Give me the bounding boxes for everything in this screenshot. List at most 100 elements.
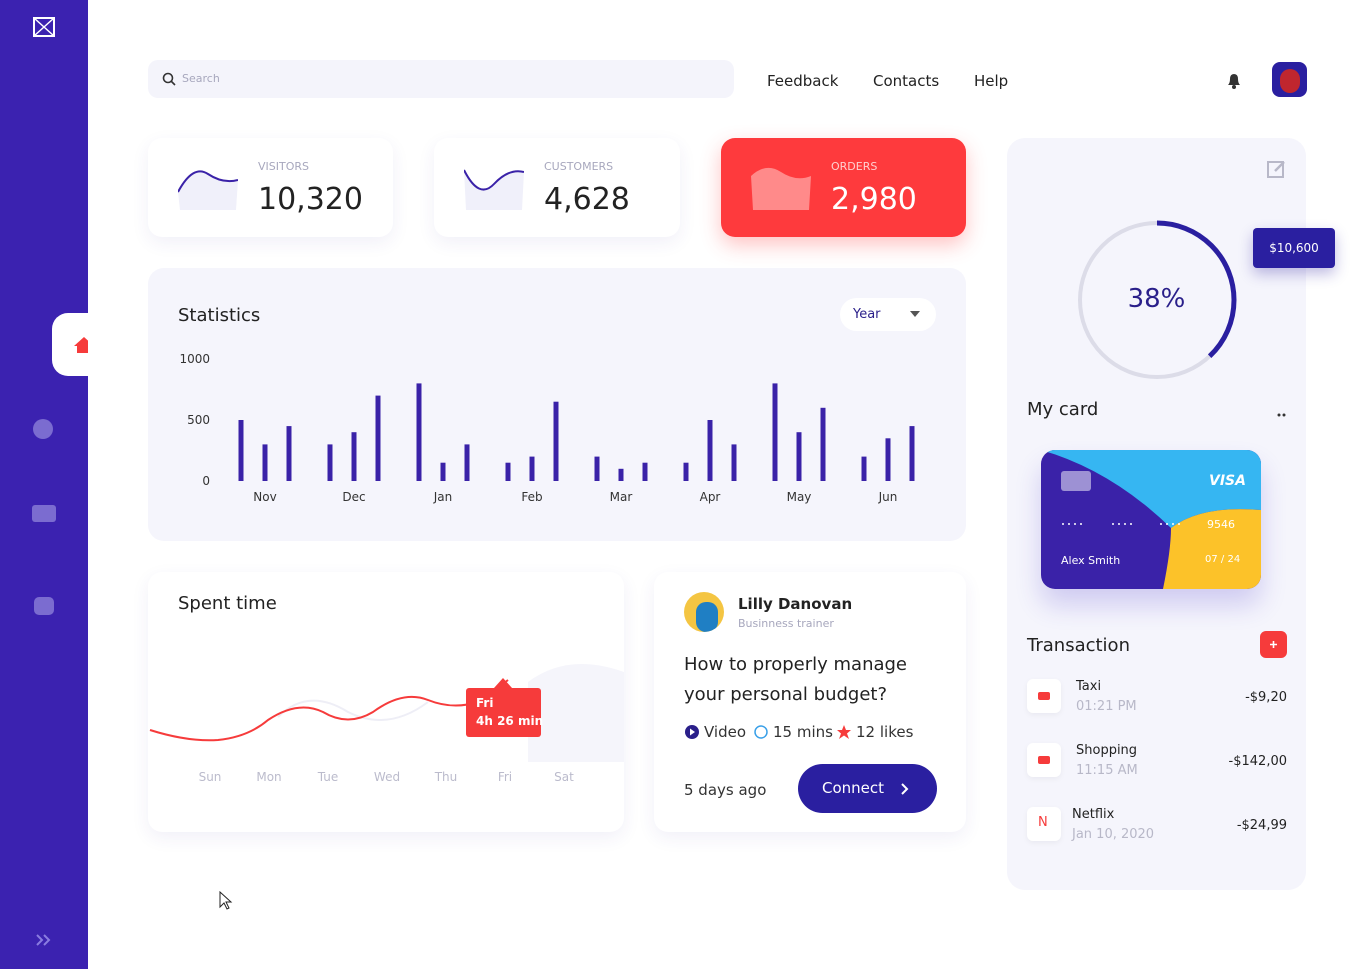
logo[interactable] <box>33 17 55 37</box>
transaction-name: Netflix <box>1072 807 1115 822</box>
post-meta: 12 likes <box>856 723 914 741</box>
period-select[interactable]: Year <box>840 298 936 331</box>
author-role: Businness trainer <box>738 617 834 630</box>
x-tick-label: Dec <box>342 490 365 504</box>
spent-time-card: Spent time Sun Mon Tue Wed Thu Fri Sat Fri 4h … <box>148 572 624 832</box>
transaction-time: 11:15 AM <box>1076 763 1138 778</box>
connect-button[interactable]: Connect <box>798 764 937 813</box>
day-label: Sat <box>554 770 574 784</box>
day-label: Mon <box>256 770 281 784</box>
day-label: Tue <box>317 770 339 784</box>
home-button[interactable] <box>52 313 88 376</box>
transaction-amount: -$24,99 <box>1236 818 1287 833</box>
stat-value: 2,980 <box>831 182 917 217</box>
y-tick-label: 500 <box>187 413 210 427</box>
money-icon[interactable] <box>34 597 54 615</box>
x-tick-label: Mar <box>610 490 633 504</box>
bar <box>683 462 689 481</box>
day-label: Sun <box>199 770 222 784</box>
transaction-icon <box>1027 679 1061 713</box>
transaction-amount: -$9,20 <box>1245 690 1287 705</box>
bar <box>772 383 778 481</box>
stat-card: VISITORS 10,320 <box>148 138 393 237</box>
bar <box>375 395 381 481</box>
bar <box>594 456 600 481</box>
stat-card: CUSTOMERS 4,628 <box>434 138 680 237</box>
transaction-name: Shopping <box>1076 743 1138 758</box>
card-holder: Alex Smith <box>1061 554 1121 567</box>
bell-icon[interactable] <box>1225 72 1243 90</box>
bar-chart: 0 500 1000 Nov Dec Jan Feb Mar Apr May Jun <box>179 352 915 504</box>
stat-value: 4,628 <box>544 182 630 217</box>
transactions-title: Transaction <box>1027 635 1130 656</box>
sidebar <box>0 0 88 969</box>
bar <box>885 438 891 481</box>
bar <box>618 468 624 481</box>
transaction-amount: -$142,00 <box>1228 754 1287 769</box>
bar <box>464 444 470 481</box>
message-icon[interactable] <box>32 505 56 522</box>
chart-icon[interactable] <box>33 419 53 439</box>
bar <box>238 420 244 481</box>
expand-icon[interactable] <box>36 934 51 946</box>
stat-card: ORDERS 2,980 <box>721 138 966 237</box>
post-title: How to properly manage your personal bud… <box>684 654 908 705</box>
x-tick-label: Nov <box>253 490 276 504</box>
bar <box>351 432 357 481</box>
nav-link[interactable]: Feedback <box>767 72 839 90</box>
bar <box>553 401 559 481</box>
bar <box>529 456 535 481</box>
day-label: Wed <box>374 770 400 784</box>
nav-link[interactable]: Help <box>974 72 1009 90</box>
card-brand: VISA <box>1209 473 1246 489</box>
post-time: 5 days ago <box>684 781 767 799</box>
bar <box>731 444 737 481</box>
credit-card[interactable]: VISA 9546 Alex Smith 07 / 24 <box>1041 450 1261 589</box>
bar <box>707 420 713 481</box>
add-transaction[interactable] <box>1260 631 1287 658</box>
day-label: Fri <box>498 770 512 784</box>
stat-label: VISITORS <box>258 160 309 173</box>
transaction[interactable]: Shopping 11:15 AM -$142,00 <box>1027 741 1287 781</box>
edit-icon[interactable] <box>1267 160 1287 178</box>
bar <box>262 444 268 481</box>
author-name: Lilly Danovan <box>738 595 853 613</box>
post-meta: Video <box>704 723 747 741</box>
progress-arc <box>1077 220 1237 380</box>
x-tick-label: Jun <box>878 490 898 504</box>
stat-label: CUSTOMERS <box>544 160 614 173</box>
stat-value: 10,320 <box>258 182 363 217</box>
bar <box>820 407 826 481</box>
search-placeholder: Search <box>182 72 220 85</box>
transaction-name: Taxi <box>1076 679 1102 694</box>
x-tick-label: Feb <box>521 490 542 504</box>
avatar[interactable] <box>1272 62 1307 97</box>
bar <box>642 462 648 481</box>
x-tick-label: Apr <box>700 490 721 504</box>
statistics-panel: Statistics Year 0 500 1000 Nov Dec Jan Feb Mar A… <box>148 268 966 541</box>
bar <box>505 462 511 481</box>
post-card: Lilly Danovan Businness trainer How to p… <box>654 572 966 832</box>
transaction-icon <box>1027 743 1061 777</box>
card-title: My card <box>1027 399 1099 420</box>
bar <box>861 456 867 481</box>
x-tick-label: Jan <box>433 490 453 504</box>
bar <box>327 444 333 481</box>
search-box[interactable]: Search <box>148 60 734 98</box>
transaction[interactable]: N Netflix Jan 10, 2020 -$24,99 <box>1027 805 1287 845</box>
button-label: Connect <box>822 779 885 797</box>
card-title: Spent time <box>178 593 277 614</box>
nav-link[interactable]: Contacts <box>873 72 940 90</box>
bar <box>416 383 422 481</box>
sidebar-icons <box>32 17 88 946</box>
period-label: Year <box>853 307 881 322</box>
y-tick-label: 1000 <box>179 352 210 366</box>
transaction-time: 01:21 PM <box>1076 699 1137 714</box>
transaction-logo: N <box>1038 815 1048 830</box>
transaction-icon <box>1027 807 1061 841</box>
transaction[interactable]: Taxi 01:21 PM -$9,20 <box>1027 677 1287 717</box>
transaction-time: Jan 10, 2020 <box>1072 827 1155 842</box>
bar <box>286 426 292 481</box>
progress-label: 38% <box>1127 284 1186 314</box>
balance: $10,600 <box>1269 241 1319 255</box>
